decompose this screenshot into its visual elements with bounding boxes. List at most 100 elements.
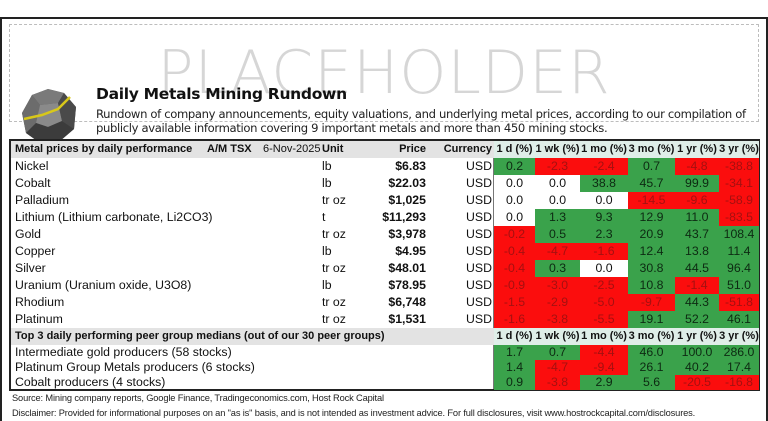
- peer-group-name: Intermediate gold producers (58 stocks): [15, 345, 232, 359]
- pct-change-cell: -1.6: [580, 243, 628, 260]
- pct-change-cell: 0.0: [580, 260, 628, 277]
- metal-price: $3,978: [388, 227, 426, 241]
- metal-unit: t: [322, 210, 326, 224]
- report-frame: PLACEHOLDER Daily Metals Mining Rundown …: [0, 17, 768, 421]
- metal-name: Copper: [15, 244, 56, 258]
- metal-row: Gold tr oz $3,978 USD -0.2 0.5 2.3 20.9 43.7 108.…: [11, 226, 759, 243]
- peer-table-title: Top 3 daily performing peer group median…: [15, 330, 385, 342]
- pct-change-cell: 99.9: [675, 175, 719, 192]
- metal-price: $22.03: [388, 176, 426, 190]
- pct-change-cell: 38.8: [580, 175, 628, 192]
- pct-change-cell: 96.4: [719, 260, 759, 277]
- pct-change-cell: 0.2: [494, 158, 535, 175]
- peer-column-header-1mo: 1 mo (%): [580, 328, 628, 345]
- pct-change-cell: -9.6: [675, 192, 719, 209]
- peer-column-header-1d: 1 d (%): [494, 328, 535, 345]
- pct-change-cell: -0.4: [494, 243, 535, 260]
- pct-change-cell: 286.0: [719, 345, 759, 360]
- metal-row: Silver tr oz $48.01 USD -0.4 0.3 0.0 30.8 44.5 96…: [11, 260, 759, 277]
- metal-unit: tr oz: [322, 312, 346, 326]
- metal-price: $6.83: [395, 159, 426, 173]
- metal-unit: lb: [322, 159, 332, 173]
- metal-unit: tr oz: [322, 261, 346, 275]
- pct-change-cell: -51.8: [719, 294, 759, 311]
- metal-price: $78.95: [388, 278, 426, 292]
- column-header-1wk: 1 wk (%): [535, 141, 580, 158]
- pct-change-cell: 12.4: [628, 243, 675, 260]
- disclaimer-note: Disclaimer: Provided for informational p…: [12, 408, 696, 418]
- pct-change-cell: -3.8: [535, 311, 580, 328]
- image-placeholder: PLACEHOLDER: [9, 24, 759, 122]
- pct-change-cell: -0.4: [494, 260, 535, 277]
- metal-currency: USD: [466, 227, 492, 241]
- metal-name: Rhodium: [15, 295, 65, 309]
- pct-change-cell: -20.5: [675, 375, 719, 390]
- peer-group-name: Cobalt producers (4 stocks): [15, 375, 166, 389]
- pct-change-cell: 26.1: [628, 360, 675, 375]
- pct-change-cell: 11.4: [719, 243, 759, 260]
- pct-change-cell: -9.4: [580, 360, 628, 375]
- session-label: A/M TSX: [207, 143, 252, 155]
- metal-row: Rhodium tr oz $6,748 USD -1.5 -2.9 -5.0 -9.7 44.…: [11, 294, 759, 311]
- metal-name: Uranium (Uranium oxide, U3O8): [15, 278, 192, 292]
- metal-price: $4.95: [395, 244, 426, 258]
- pct-change-cell: -1.6: [494, 311, 535, 328]
- metal-name: Palladium: [15, 193, 69, 207]
- source-note: Source: Mining company reports, Google F…: [12, 393, 384, 403]
- metal-name: Gold: [15, 227, 41, 241]
- pct-change-cell: 46.1: [719, 311, 759, 328]
- pct-change-cell: 43.7: [675, 226, 719, 243]
- pct-change-cell: 0.0: [535, 192, 580, 209]
- metal-currency: USD: [466, 295, 492, 309]
- metal-name: Silver: [15, 261, 46, 275]
- peer-column-header-3mo: 3 mo (%): [628, 328, 675, 345]
- pct-change-cell: -3.0: [535, 277, 580, 294]
- pct-change-cell: 0.0: [535, 175, 580, 192]
- pct-change-cell: 44.3: [675, 294, 719, 311]
- pct-change-cell: 2.9: [580, 375, 628, 390]
- metal-currency: USD: [466, 210, 492, 224]
- pct-change-cell: -4.8: [675, 158, 719, 175]
- metal-row: Uranium (Uranium oxide, U3O8) lb $78.95 USD…: [11, 277, 759, 294]
- pct-change-cell: 9.3: [580, 209, 628, 226]
- rock-ore-icon: [22, 89, 76, 143]
- pct-change-cell: 51.0: [719, 277, 759, 294]
- report-date: 6-Nov-2025: [263, 143, 321, 155]
- peer-group-row: Cobalt producers (4 stocks) 0.9 -3.8 2.9 5.6…: [11, 375, 759, 390]
- metal-row: Palladium tr oz $1,025 USD 0.0 0.0 0.0 -14.5 -9.…: [11, 192, 759, 209]
- pct-change-cell: -2.9: [535, 294, 580, 311]
- metal-row: Lithium (Lithium carbonate, Li2CO3) t $11,…: [11, 209, 759, 226]
- pct-change-cell: -0.2: [494, 226, 535, 243]
- pct-change-cell: -16.8: [719, 375, 759, 390]
- placeholder-label: PLACEHOLDER: [157, 38, 611, 108]
- pct-change-cell: 40.2: [675, 360, 719, 375]
- metal-price: $1,531: [388, 312, 426, 326]
- peer-group-name: Platinum Group Metals producers (6 stock…: [15, 360, 255, 374]
- pct-change-cell: -83.5: [719, 209, 759, 226]
- column-header-currency: Currency: [443, 143, 492, 155]
- column-header-1yr: 1 yr (%): [675, 141, 719, 158]
- pct-change-cell: 5.6: [628, 375, 675, 390]
- column-header-3mo: 3 mo (%): [628, 141, 675, 158]
- metals-table-header: Metal prices by daily performance A/M TS…: [11, 141, 759, 158]
- metal-unit: lb: [322, 244, 332, 258]
- peer-group-row: Intermediate gold producers (58 stocks) 1…: [11, 345, 759, 360]
- pct-change-cell: -5.5: [580, 311, 628, 328]
- pct-change-cell: -34.1: [719, 175, 759, 192]
- peer-column-header-1wk: 1 wk (%): [535, 328, 580, 345]
- pct-change-cell: 0.9: [494, 375, 535, 390]
- metal-unit: tr oz: [322, 227, 346, 241]
- pct-change-cell: 12.9: [628, 209, 675, 226]
- pct-change-cell: 20.9: [628, 226, 675, 243]
- pct-change-cell: 0.0: [580, 192, 628, 209]
- column-header-unit: Unit: [322, 143, 344, 155]
- pct-change-cell: -2.5: [580, 277, 628, 294]
- metal-currency: USD: [466, 244, 492, 258]
- pct-change-cell: 10.8: [628, 277, 675, 294]
- pct-change-cell: -58.9: [719, 192, 759, 209]
- metal-unit: lb: [322, 176, 332, 190]
- metals-table: Metal prices by daily performance A/M TS…: [9, 139, 760, 391]
- metal-currency: USD: [466, 176, 492, 190]
- metal-price: $11,293: [382, 210, 426, 224]
- metal-row: Copper lb $4.95 USD -0.4 -4.7 -1.6 12.4 13.8 11.4: [11, 243, 759, 260]
